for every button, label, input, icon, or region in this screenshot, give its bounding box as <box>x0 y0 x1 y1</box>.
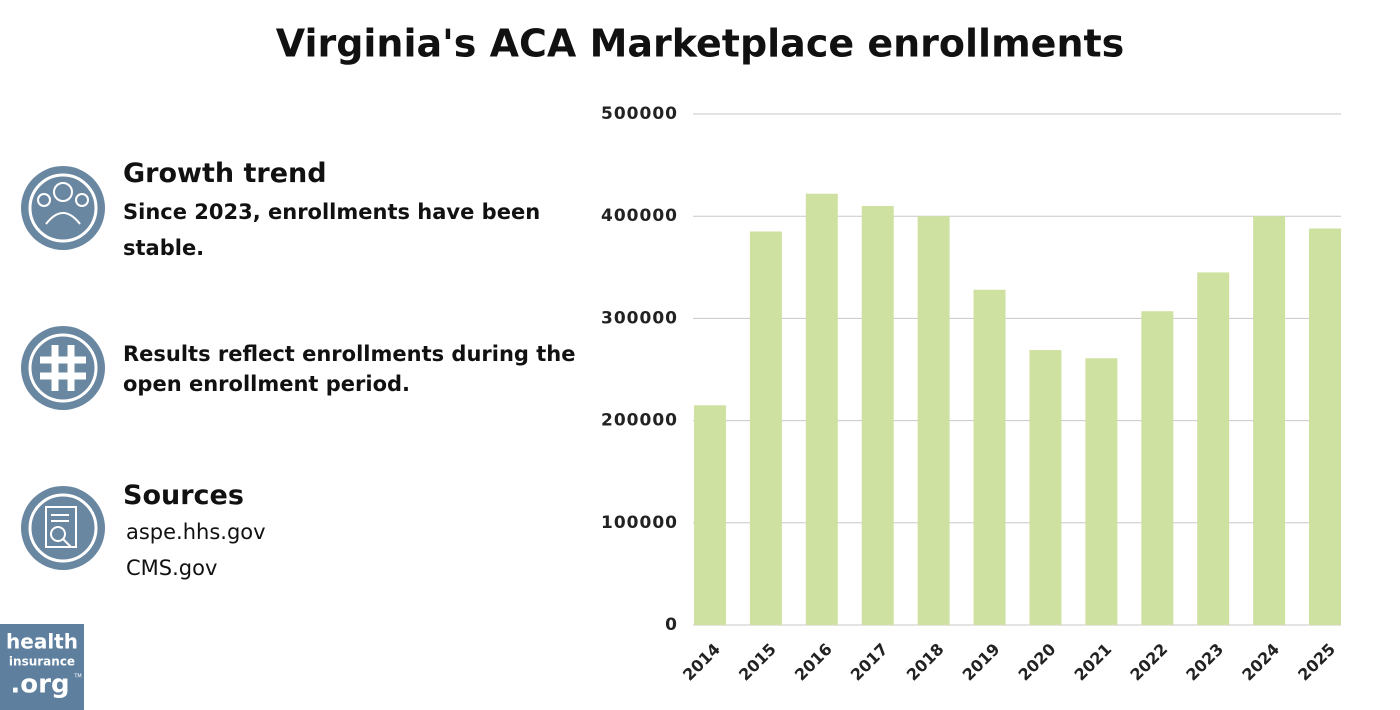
bar <box>973 289 1006 625</box>
x-tick-label: 2024 <box>1238 640 1283 685</box>
y-tick-label: 400000 <box>601 206 678 226</box>
bar <box>861 205 894 626</box>
logo-text: insurance <box>9 655 75 669</box>
note-text: Results reflect enrollments during the o… <box>123 342 576 396</box>
bar <box>805 193 838 625</box>
icon-document <box>21 486 105 570</box>
x-tick-label: 2014 <box>679 640 724 685</box>
y-tick-label: 500000 <box>601 104 678 124</box>
y-tick-label: 0 <box>665 615 678 635</box>
x-tick-label: 2015 <box>735 640 780 685</box>
y-tick-label: 300000 <box>601 308 678 328</box>
bar <box>1309 228 1342 626</box>
logo-mark: TM <box>73 674 81 680</box>
growth-heading: Growth trend <box>123 158 327 189</box>
x-tick-label: 2020 <box>1015 640 1060 685</box>
x-tick-label: 2021 <box>1070 640 1115 685</box>
y-tick-label: 100000 <box>601 513 678 533</box>
source-item: CMS.gov <box>126 556 218 580</box>
logo: health insurance .org TM <box>0 624 84 710</box>
chart-title: Virginia's ACA Marketplace enrollments <box>276 22 1125 66</box>
x-tick-label: 2025 <box>1294 640 1339 685</box>
icon-hash <box>21 326 105 410</box>
bar <box>1141 311 1174 625</box>
x-tick-label: 2022 <box>1126 640 1171 685</box>
icon-people <box>21 166 105 250</box>
bar <box>1085 358 1118 625</box>
bar <box>917 216 950 625</box>
x-tick-label: 2023 <box>1182 640 1227 685</box>
bar <box>693 405 726 625</box>
bar <box>1253 216 1286 625</box>
x-tick-label: 2019 <box>959 640 1004 685</box>
bar <box>749 231 782 625</box>
x-tick-label: 2016 <box>791 640 836 685</box>
source-item: aspe.hhs.gov <box>126 520 266 544</box>
logo-text: .org <box>10 670 69 700</box>
y-tick-label: 200000 <box>601 411 678 431</box>
x-tick-label: 2017 <box>847 640 892 685</box>
x-tick-label: 2018 <box>903 640 948 685</box>
bar <box>1029 350 1062 625</box>
growth-text: Since 2023, enrollments have been stable… <box>123 200 541 260</box>
bar <box>1197 272 1230 625</box>
sources-heading: Sources <box>123 480 244 511</box>
logo-text: health <box>6 630 78 654</box>
